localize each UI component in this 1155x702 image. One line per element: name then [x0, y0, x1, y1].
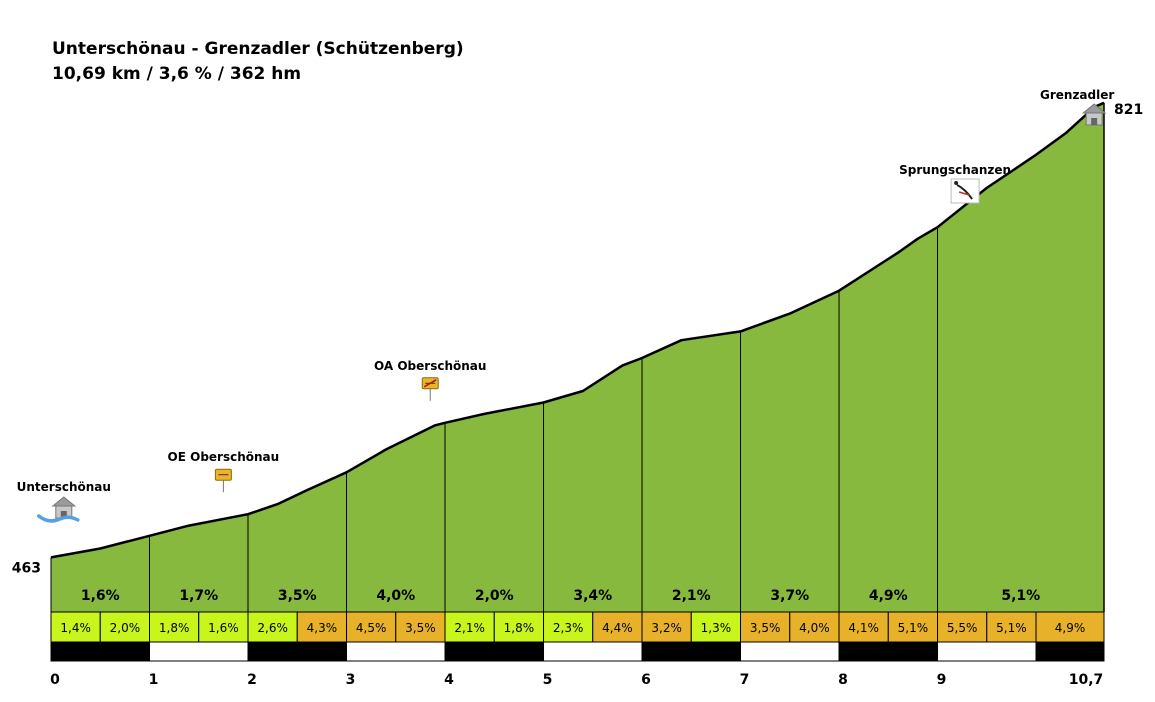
- segment-gradient-label: 1,6%: [81, 588, 120, 604]
- chart-subtitle: 10,69 km / 3,6 % / 362 hm: [52, 64, 302, 84]
- segment-gradient-label: 5,1%: [1001, 588, 1040, 604]
- half-km-gradient-label: 4,5%: [356, 621, 387, 635]
- x-tick-label: 0: [50, 672, 60, 688]
- km-bar-segment: [543, 641, 643, 662]
- km-bar-segment: [641, 641, 742, 662]
- segment-gradient-label: 3,5%: [278, 588, 317, 604]
- ski-jump-icon: [950, 178, 980, 204]
- half-km-gradient-label: 1,6%: [208, 621, 239, 635]
- segment-gradient-label: 3,4%: [573, 588, 612, 604]
- km-bar-segment: [346, 641, 446, 662]
- half-km-gradient-label: 2,6%: [257, 621, 288, 635]
- km-bar-segment: [740, 641, 840, 662]
- half-km-gradient-label: 4,4%: [602, 621, 633, 635]
- segment-gradient-label: 4,9%: [869, 588, 908, 604]
- half-km-gradient-cell: [592, 611, 643, 643]
- km-bar-segment: [247, 641, 348, 662]
- km-bar-segment: [50, 641, 151, 662]
- half-km-gradient-cell: [247, 611, 298, 643]
- x-tick-label: 9: [937, 672, 947, 688]
- segment-gradient-label: 3,7%: [770, 588, 809, 604]
- house-icon: [1081, 103, 1107, 126]
- segment-gradient-label: 4,0%: [376, 588, 415, 604]
- chart-title: Unterschönau - Grenzadler (Schützenberg): [52, 39, 464, 59]
- half-km-gradient-label: 2,3%: [553, 621, 584, 635]
- half-km-gradient-cell: [887, 611, 939, 643]
- x-tick-label: 3: [346, 672, 356, 688]
- profile-line: [50, 101, 1105, 559]
- x-tick-label: 7: [740, 672, 750, 688]
- half-km-gradient-cell: [149, 611, 200, 643]
- half-km-gradient-cell: [937, 611, 988, 643]
- half-km-gradient-label: 4,1%: [848, 621, 879, 635]
- half-km-gradient-label: 1,4%: [60, 621, 91, 635]
- half-km-gradient-label: 1,3%: [701, 621, 732, 635]
- half-km-gradient-label: 3,5%: [750, 621, 781, 635]
- km-bar-segment: [1035, 641, 1105, 662]
- half-km-gradient-label: 4,3%: [307, 621, 338, 635]
- half-km-gradient-label: 5,5%: [947, 621, 978, 635]
- km-bar-segment: [149, 641, 249, 662]
- half-km-gradient-label: 3,2%: [651, 621, 682, 635]
- half-km-gradient-label: 1,8%: [159, 621, 190, 635]
- segment-gradient-label: 2,0%: [475, 588, 514, 604]
- half-km-gradient-label: 4,0%: [799, 621, 830, 635]
- half-km-gradient-label: 3,5%: [405, 621, 436, 635]
- half-km-gradient-label: 5,1%: [996, 621, 1027, 635]
- half-km-gradient-label: 1,8%: [504, 621, 535, 635]
- half-km-gradient-cell: [395, 611, 446, 643]
- half-km-gradient-cell: [740, 611, 791, 643]
- half-km-gradient-cell: [789, 611, 840, 643]
- km-bar-segment: [444, 641, 545, 662]
- town-sign-icon: [214, 468, 232, 493]
- half-km-gradient-cell: [641, 611, 692, 643]
- half-km-gradient-label: 2,1%: [454, 621, 485, 635]
- half-km-gradient-cell: [198, 611, 249, 643]
- km-bar-segment: [937, 641, 1037, 662]
- start-elevation-label: 463: [12, 560, 41, 576]
- half-km-gradient-cell: [543, 611, 594, 643]
- segment-gradient-label: 2,1%: [672, 588, 711, 604]
- town-exit-sign-icon: [421, 377, 439, 401]
- x-tick-label: 1: [149, 672, 159, 688]
- half-km-gradient-label: 4,9%: [1055, 621, 1086, 635]
- half-km-gradient-cell: [1035, 611, 1105, 643]
- half-km-gradient-label: 2,0%: [110, 621, 141, 635]
- waypoint-label: OE Oberschönau: [168, 450, 280, 464]
- waypoint-label: Sprungschanzen: [899, 163, 1011, 177]
- half-km-gradient-cell: [493, 611, 545, 643]
- profile-area: [51, 102, 1104, 613]
- km-bar-segment: [838, 641, 939, 662]
- waypoint-label: OA Oberschönau: [374, 359, 486, 373]
- x-tick-label: 10,7: [1069, 672, 1104, 688]
- waypoint-label: Unterschönau: [17, 480, 111, 494]
- end-elevation-label: 821: [1114, 102, 1143, 118]
- half-km-gradient-cell: [690, 611, 742, 643]
- x-tick-label: 5: [543, 672, 553, 688]
- half-km-gradient-label: 5,1%: [898, 621, 929, 635]
- waypoint-label: Grenzadler: [1040, 88, 1114, 102]
- segment-gradient-label: 1,7%: [179, 588, 218, 604]
- half-km-gradient-cell: [986, 611, 1037, 643]
- x-tick-label: 8: [838, 672, 848, 688]
- x-tick-label: 4: [444, 672, 454, 688]
- house-icon: [37, 496, 80, 523]
- x-tick-label: 2: [247, 672, 257, 688]
- half-km-gradient-cell: [50, 611, 101, 643]
- half-km-gradient-cell: [296, 611, 348, 643]
- x-tick-label: 6: [641, 672, 651, 688]
